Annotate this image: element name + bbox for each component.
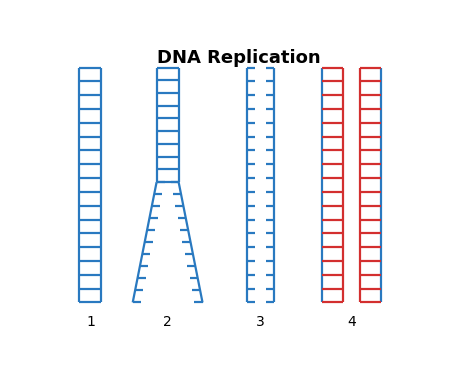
Text: 4: 4: [347, 315, 356, 329]
Text: 2: 2: [163, 315, 172, 329]
Text: 1: 1: [86, 315, 95, 329]
Text: 3: 3: [256, 315, 265, 329]
Text: DNA Replication: DNA Replication: [157, 49, 321, 67]
